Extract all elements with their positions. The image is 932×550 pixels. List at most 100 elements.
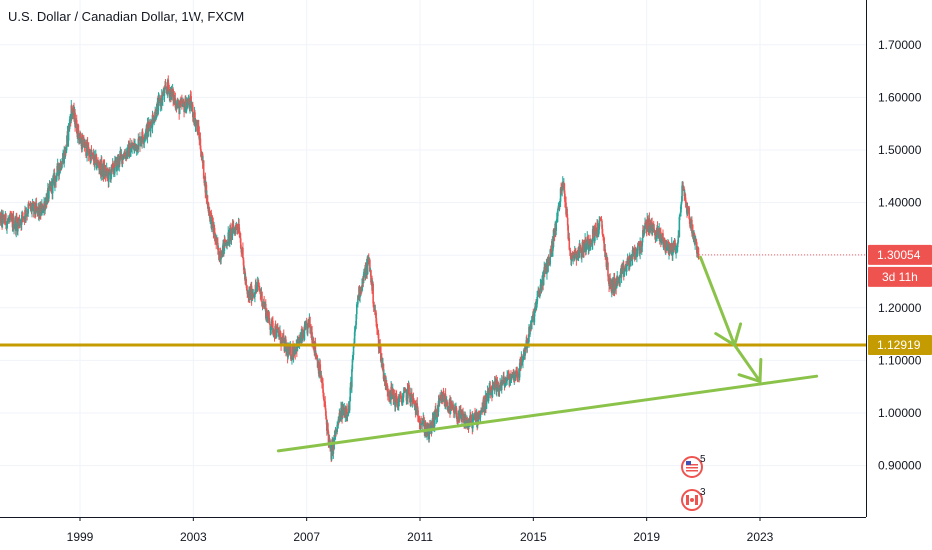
candle-body	[511, 374, 513, 378]
candle-body	[412, 398, 415, 400]
candle-body	[250, 285, 253, 301]
candle-body	[632, 249, 635, 254]
candle-body	[123, 153, 125, 158]
candle-body	[333, 435, 336, 445]
candle-body	[641, 237, 644, 247]
candle-body	[536, 294, 539, 297]
candle-body	[75, 119, 78, 133]
candle-body	[602, 235, 605, 238]
candle-body	[425, 425, 427, 432]
candle-body	[695, 242, 698, 254]
candle-body	[403, 392, 405, 393]
candle-body	[324, 401, 326, 409]
candle-body	[35, 203, 37, 215]
candle-body	[662, 242, 665, 245]
candle-body	[327, 423, 329, 432]
candle-body	[91, 155, 93, 156]
candle-body	[676, 247, 678, 248]
candle-body	[61, 158, 64, 164]
candle-body	[160, 95, 163, 106]
candle-body	[408, 384, 410, 394]
candle-body	[418, 421, 421, 423]
candle-body	[400, 393, 402, 399]
event-marker-count: 3	[700, 487, 706, 498]
candle-body	[397, 402, 400, 407]
candle-body	[542, 271, 545, 285]
candle-body	[178, 107, 181, 115]
candle-body	[136, 145, 139, 152]
candle-body	[408, 393, 411, 397]
candle-body	[682, 185, 684, 191]
candle-body	[319, 364, 322, 377]
candle-body	[685, 200, 687, 208]
candle-body	[436, 408, 439, 417]
candle-body	[290, 359, 293, 361]
candle-body	[643, 233, 645, 236]
candle-body	[490, 391, 492, 396]
candle-body	[330, 444, 333, 460]
candle-body	[564, 193, 566, 202]
candle-body	[565, 202, 567, 215]
support-price-badge	[868, 335, 932, 356]
candle-body	[143, 138, 146, 143]
candle-body	[648, 218, 651, 231]
candle-body	[590, 241, 592, 243]
candle-body	[5, 213, 7, 225]
candle-body	[200, 149, 202, 157]
candle-body	[688, 207, 690, 219]
candle-body	[549, 249, 552, 254]
candle-body	[559, 201, 561, 203]
candle-body	[152, 114, 154, 117]
candle-body	[575, 253, 577, 256]
candle-body	[85, 142, 87, 156]
candle-body	[155, 117, 158, 119]
candle-body	[409, 393, 412, 403]
x-axis-tick-label: 2019	[633, 530, 660, 544]
candle-body	[274, 326, 277, 337]
projection-arrow-path[interactable]	[699, 255, 762, 383]
candle-body	[19, 223, 21, 226]
candle-body	[328, 438, 330, 443]
candle-body	[424, 431, 426, 433]
candle-body	[496, 380, 498, 392]
candle-body	[450, 402, 452, 404]
candle-body	[96, 160, 99, 166]
candle-body	[680, 204, 682, 213]
candle-body	[359, 295, 361, 298]
candle-body	[402, 392, 405, 398]
candle-body	[522, 354, 525, 358]
candle-body	[4, 222, 6, 223]
ca-flag-band-left	[686, 495, 689, 505]
candle-body	[72, 113, 74, 115]
candle-body	[644, 222, 647, 224]
candle-body	[348, 400, 351, 411]
candle-body	[271, 319, 274, 321]
event-marker-count: 5	[700, 454, 706, 465]
candle-body	[191, 104, 194, 118]
trendline[interactable]	[276, 374, 819, 453]
candle-body	[381, 357, 383, 360]
candle-body	[370, 270, 372, 283]
candle-body	[6, 222, 8, 229]
candle-body	[573, 251, 576, 259]
candle-body	[694, 240, 696, 245]
candle-body	[122, 157, 125, 160]
candle-body	[692, 230, 694, 239]
ca-flag-band-right	[695, 495, 698, 505]
candle-body	[504, 383, 506, 386]
candle-body	[656, 227, 659, 235]
candle-body	[586, 236, 589, 245]
candle-body	[355, 314, 358, 325]
candle-body	[522, 357, 524, 362]
candle-body	[498, 388, 501, 392]
candle-body	[607, 262, 609, 277]
candle-body	[416, 403, 419, 408]
candle-body	[170, 88, 173, 100]
candle-body	[587, 236, 589, 239]
candle-body	[168, 87, 170, 90]
candle-body	[411, 397, 414, 402]
candle-body	[518, 362, 521, 378]
candle-body	[393, 395, 396, 401]
candle-body	[552, 229, 555, 247]
